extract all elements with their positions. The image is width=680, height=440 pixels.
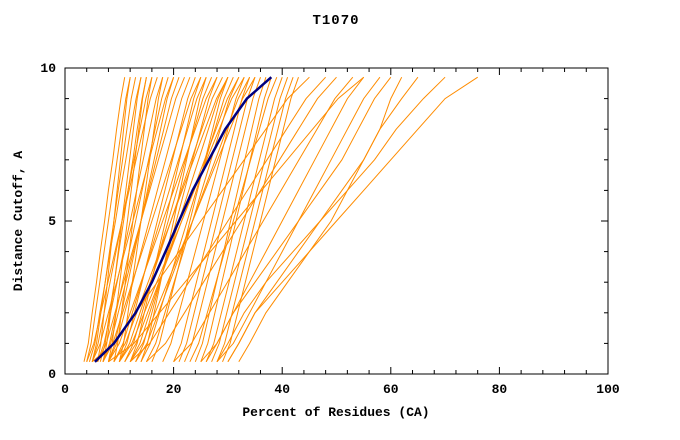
ensemble-line — [173, 77, 251, 362]
ensemble-line — [129, 77, 202, 362]
ensemble-line — [216, 76, 446, 363]
ensemble-line — [97, 77, 131, 362]
ensemble-line — [205, 76, 392, 363]
x-tick-label: 60 — [383, 382, 399, 397]
ensemble-line — [118, 76, 245, 363]
y-tick-label: 10 — [40, 61, 56, 76]
ensemble-line — [86, 77, 158, 362]
ensemble-line — [222, 77, 299, 362]
ensemble-line — [189, 77, 278, 363]
ensemble-line — [162, 77, 245, 363]
ensemble-line — [83, 77, 126, 362]
ensemble-line — [151, 77, 229, 362]
highlight-line — [94, 76, 273, 363]
ensemble-line — [194, 77, 267, 362]
ensemble-line — [91, 77, 175, 363]
ensemble-line — [88, 77, 142, 362]
x-axis-label: Percent of Residues (CA) — [242, 405, 429, 420]
ensemble-line — [140, 77, 234, 363]
ensemble-line — [99, 77, 147, 362]
ensemble-line — [129, 76, 326, 363]
ensemble-line — [178, 77, 256, 362]
ensemble-line — [184, 77, 261, 362]
ensemble-line — [118, 77, 196, 362]
x-tick-label: 0 — [61, 382, 69, 397]
ensemble-line — [102, 77, 169, 362]
ensemble-line — [107, 76, 218, 363]
x-tick-label: 40 — [274, 382, 290, 397]
ensemble-line — [124, 77, 213, 363]
y-axis-label: Distance Cutoff, A — [11, 151, 26, 292]
x-tick-label: 100 — [596, 382, 620, 397]
ensemble-line — [227, 76, 478, 363]
ensemble-line — [146, 76, 337, 363]
ensemble-line — [173, 76, 354, 363]
ensemble-line — [107, 77, 191, 363]
y-tick-label: 5 — [48, 214, 56, 229]
x-tick-label: 20 — [166, 382, 182, 397]
ensemble-line — [107, 77, 147, 362]
x-tick-label: 80 — [492, 382, 508, 397]
ensemble-line — [86, 77, 131, 362]
ensemble-line — [238, 76, 403, 363]
ensemble-line — [216, 76, 381, 363]
chart-title: T1070 — [312, 13, 359, 29]
ensemble-line — [135, 77, 218, 363]
ensemble-line — [102, 77, 180, 362]
ensemble-line — [211, 77, 289, 362]
ensemble-line — [216, 77, 294, 362]
ensemble-line — [205, 77, 283, 362]
ensemble-line — [113, 76, 229, 363]
ensemble-line — [140, 77, 207, 362]
y-tick-label: 0 — [48, 367, 56, 382]
ensemble-line — [108, 76, 365, 363]
